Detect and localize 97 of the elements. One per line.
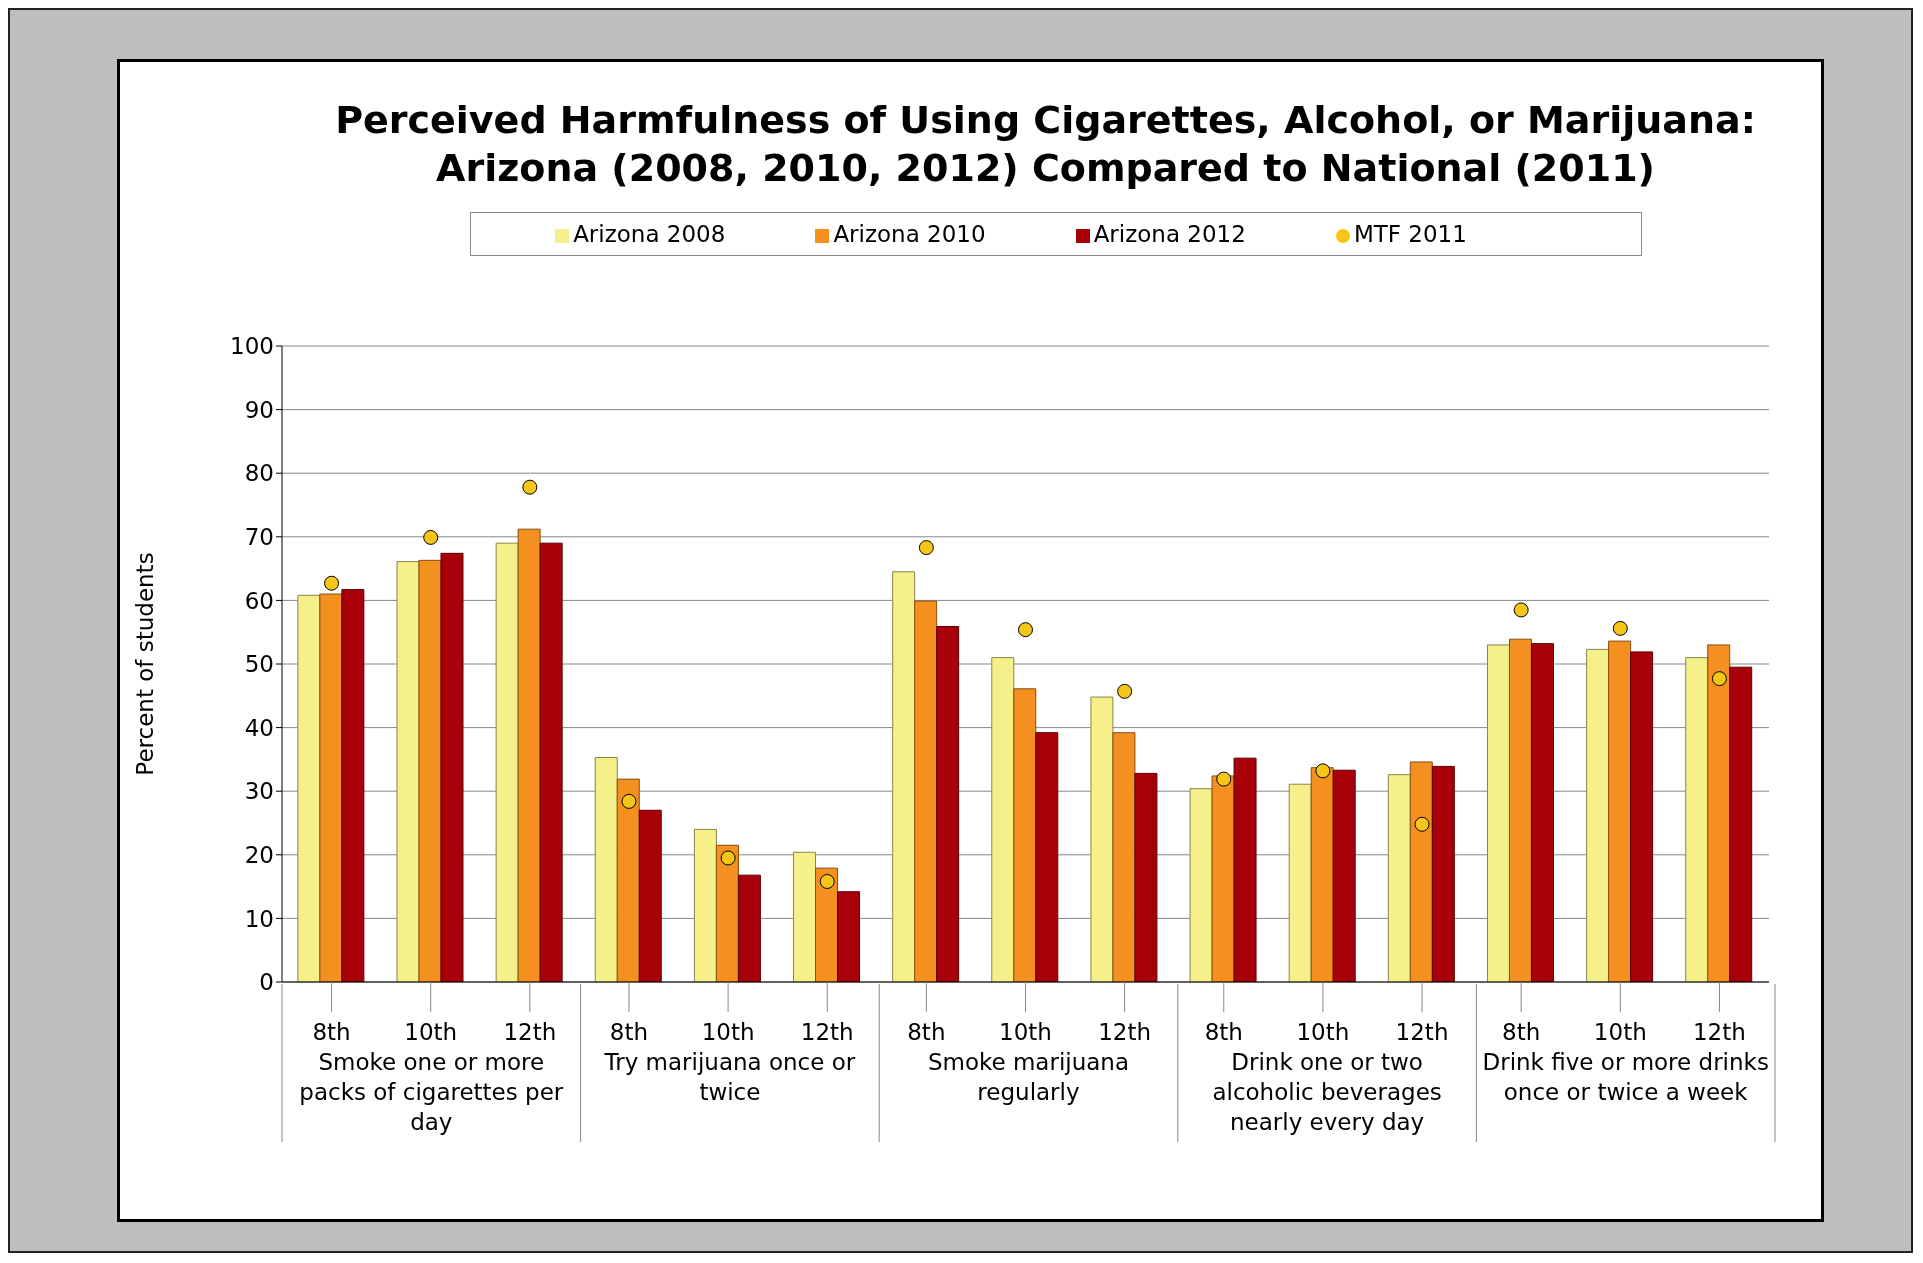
y-tick-label: 60 [244,587,274,614]
point [423,529,439,545]
x-tick-label: 10th [404,1019,458,1046]
y-tick-label: 70 [244,523,274,550]
x-tick-label: 12th [1395,1019,1449,1046]
bar [594,756,618,982]
point [621,793,637,809]
bar [1233,757,1257,982]
bar [1486,644,1510,982]
x-tick-label: 8th [312,1019,351,1046]
y-tick-label: 90 [244,396,274,423]
bar [837,891,861,982]
bar [1630,651,1654,982]
bar [418,559,442,982]
point [918,540,934,556]
bar [914,600,938,982]
bar [341,589,365,982]
bar [1586,648,1610,982]
bar [991,657,1015,982]
text: Drink five or more drinks once or twice a week [1481,1048,1770,1107]
bar [1332,769,1356,982]
bar [1431,765,1455,982]
bar [693,828,717,982]
bar [297,594,321,982]
y-tick-label: 30 [244,778,274,805]
legend-label: Arizona 2012 [1093,221,1246,247]
bar [1387,774,1411,982]
x-tick-label: 8th [609,1019,649,1046]
bar [517,528,541,982]
bar [1608,640,1632,982]
x-tick-label: 8th [1204,1019,1243,1046]
x-tick-label: 12th [1693,1019,1746,1046]
bar [1409,761,1433,982]
chart-title: Perceived Harmfulness of Using Cigarettes, Alcohol, or Marijuana: Arizona (2008, 2010, 2012) Compared to National (2011) [334,97,1757,192]
x-tick-label: 8th [1502,1019,1541,1046]
legend-label: Arizona 2008 [573,221,726,247]
x-tick-label: 12th [800,1019,854,1046]
bar [1035,732,1059,982]
bar [1013,688,1037,982]
point [1216,771,1232,787]
text: Smoke marijuana regularly [926,1048,1131,1107]
bar [815,867,839,982]
text: Try marijuana once or twice [603,1048,857,1107]
point [1018,622,1033,638]
text: Smoke one or more packs of cigarettes per day [298,1048,565,1137]
point [1711,671,1727,687]
bar [616,778,640,982]
y-tick-label: 50 [244,651,274,678]
bar [1685,657,1709,982]
bar [1729,666,1753,982]
x-tick-label: 8th [907,1019,946,1046]
x-tick-label: 10th [701,1019,755,1046]
bar [936,625,960,982]
x-tick-label: 10th [999,1019,1052,1046]
y-tick-label: 20 [244,841,274,868]
legend-label: MTF 2011 [1353,221,1467,247]
bar [1090,696,1114,982]
bar [638,809,662,982]
point [1513,602,1529,618]
bar [715,844,739,982]
y-tick-label: 100 [230,333,274,360]
point [1315,763,1331,779]
bar [1211,775,1235,982]
bar [1112,732,1136,982]
point [819,874,835,890]
bar [1707,644,1731,982]
y-tick-label: 0 [259,969,274,996]
bar [1189,788,1213,982]
y-tick-label: 40 [244,714,274,741]
x-tick-label: 10th [1296,1019,1350,1046]
x-tick-label: 10th [1593,1019,1647,1046]
bar [539,542,563,982]
x-tick-label: 12th [1098,1019,1152,1046]
bar [793,851,817,982]
y-tick-label: 80 [244,460,274,487]
bar [319,593,343,982]
bar [440,552,464,982]
bar [1508,638,1532,982]
y-axis-title: Percent of students [132,552,159,776]
text: Drink one or two alcoholic beverages nearly every day [1211,1048,1443,1137]
bar [1288,783,1312,982]
point [1414,816,1430,832]
point [1612,620,1628,636]
bar [495,542,519,982]
bar [892,571,916,982]
bar [396,561,420,982]
point [1117,683,1133,699]
point [720,850,736,866]
point [522,479,538,495]
x-tick-label: 12th [503,1019,557,1046]
point [324,575,340,591]
bar [1134,772,1158,982]
bar [1530,643,1554,982]
legend-label: Arizona 2010 [833,221,986,247]
bar [737,874,761,982]
bar [1310,767,1334,982]
y-tick-label: 10 [244,905,274,932]
